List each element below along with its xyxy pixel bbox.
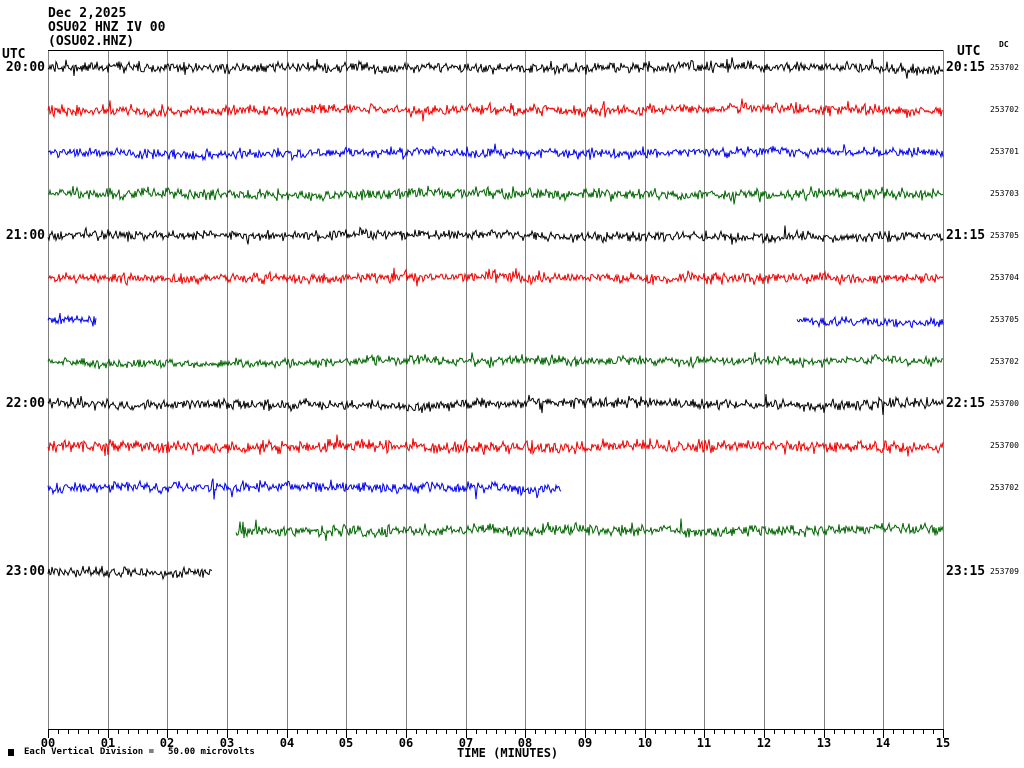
utc-time-right: 20:15 [946, 60, 986, 75]
scale-legend-text: Each Vertical Division = [24, 747, 155, 757]
dc-offset-value: 253705 [990, 315, 1019, 324]
x-tick-label: 02 [159, 736, 175, 750]
x-tick-label: 08 [517, 736, 533, 750]
utc-time-right: 22:15 [946, 396, 986, 411]
title-date: Dec 2,2025 [48, 6, 127, 21]
x-tick-label: 05 [338, 736, 354, 750]
dc-offset-value: 253700 [990, 441, 1019, 450]
dc-offset-value: 253709 [990, 567, 1019, 576]
scale-marker-icon [8, 749, 14, 756]
dc-offset-value: 253704 [990, 273, 1019, 282]
title-station: OSU02 HNZ IV 00 [48, 20, 166, 35]
dc-offset-value: 253702 [990, 63, 1019, 72]
x-tick-label: 15 [935, 736, 951, 750]
dc-offset-value: 253705 [990, 231, 1019, 240]
title-block: Dec 2,2025 OSU02 HNZ IV 00 (OSU02.HNZ) [48, 7, 165, 49]
dc-offset-value: 253702 [990, 357, 1019, 366]
utc-time-right: 23:15 [946, 564, 986, 579]
scale-legend-value: 50.00 microvolts [168, 747, 255, 757]
dc-offset-value: 253702 [990, 483, 1019, 492]
utc-time-left: 20:00 [5, 60, 45, 75]
scale-legend: Each Vertical Division = 50.00 microvolts [24, 747, 269, 757]
dc-offset-value: 253700 [990, 399, 1019, 408]
utc-header-left: UTC [2, 47, 26, 62]
x-tick-label: 01 [100, 736, 116, 750]
x-tick-label: 09 [577, 736, 593, 750]
utc-time-right: 21:15 [946, 228, 986, 243]
x-tick-label: 11 [696, 736, 712, 750]
utc-time-left: 23:00 [5, 564, 45, 579]
x-tick-label: 13 [816, 736, 832, 750]
dc-header: DC [999, 40, 1009, 49]
dc-offset-value: 253702 [990, 105, 1019, 114]
x-tick-label: 00 [40, 736, 56, 750]
title-station-code: (OSU02.HNZ) [48, 34, 135, 49]
time-axis-label: TIME (MINUTES) [457, 746, 559, 760]
x-tick-label: 04 [279, 736, 295, 750]
x-tick-label: 12 [756, 736, 772, 750]
dc-offset-value: 253703 [990, 189, 1019, 198]
x-tick-label: 10 [637, 736, 653, 750]
x-tick-label: 14 [875, 736, 891, 750]
utc-time-left: 22:00 [5, 396, 45, 411]
dc-offset-value: 253701 [990, 147, 1019, 156]
utc-header-right: UTC [957, 44, 981, 59]
x-tick-label: 06 [398, 736, 414, 750]
utc-time-left: 21:00 [5, 228, 45, 243]
x-tick-label: 03 [219, 736, 235, 750]
x-tick-label: 07 [458, 736, 474, 750]
